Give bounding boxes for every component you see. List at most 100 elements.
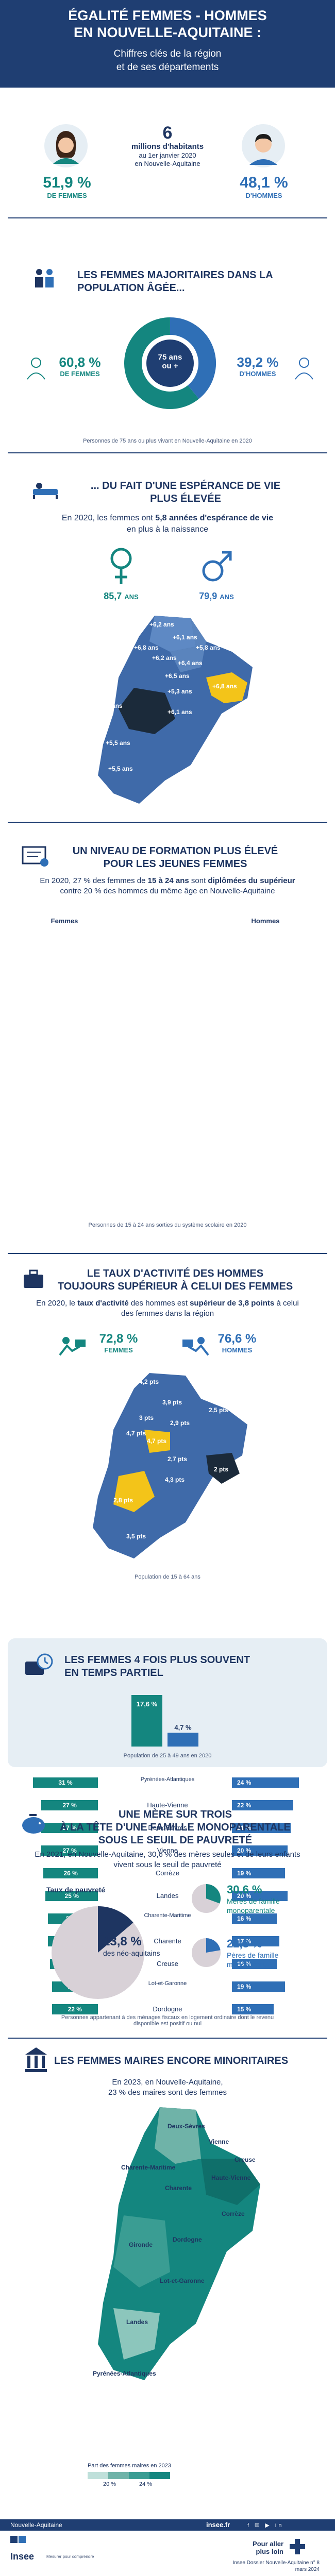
- map-label: Vienne: [209, 2138, 229, 2145]
- activity-men-value: 76,6 %: [217, 1332, 257, 1346]
- map-label: 4,7 pts: [126, 1430, 146, 1437]
- female-symbol-icon: [110, 548, 132, 584]
- part-time-note: Population de 25 à 49 ans en 2020: [123, 1753, 212, 1759]
- department-name: Deux-Sèvres: [148, 1824, 187, 1832]
- footer-reference: Insee Dossier Nouvelle-Aquitaine n° 8 ma…: [206, 2560, 320, 2573]
- elderly-title: LES FEMMES MAJORITAIRES DANS LA POPULATI…: [77, 269, 304, 295]
- elderly-women-value: 60,8 %: [59, 354, 101, 370]
- poverty-mothers-slice: [206, 1884, 221, 1904]
- population-total-block: 6 millions d'habitants au 1er janvier 20…: [116, 124, 219, 168]
- men-life-unit: ANS: [220, 593, 234, 601]
- map-label: Deux-Sèvres: [167, 2123, 205, 2130]
- men-bar: 16 %: [232, 1913, 277, 1924]
- women-share-value: 51,9 %: [43, 174, 91, 191]
- mayors-text: En 2023, en Nouvelle-Aquitaine, 23 % des…: [31, 2077, 304, 2098]
- page-title: ÉGALITÉ FEMMES - HOMMES EN NOUVELLE-AQUI…: [0, 7, 335, 41]
- poverty-mothers-chart: [192, 1884, 221, 1913]
- act-text-bold2: supérieur de 3,8 points: [190, 1299, 275, 1308]
- page-subtitle: Chiffres clés de la région et de ses dép…: [0, 47, 335, 74]
- women-bar: 27 %: [41, 1845, 98, 1856]
- male-symbol-icon: [202, 551, 232, 582]
- map-label: 4,7 pts: [147, 1437, 167, 1445]
- life-expectancy-title-line-1: ... DU FAIT D'UNE ESPÉRANCE DE VIE: [90, 480, 281, 492]
- table-row: 27 % Haute-Vienne 22 %: [31, 1800, 304, 1811]
- map-label: Creuse: [234, 2156, 256, 2163]
- map-label: +6,1 ans: [173, 634, 197, 641]
- map-label: +6,8 ans: [212, 683, 237, 690]
- briefcase-icon: [24, 1269, 43, 1288]
- poverty-overall-label: des néo-aquitains: [103, 1949, 160, 1957]
- edu-text-post: contre 20 % des hommes du même âge en No…: [60, 887, 275, 895]
- elderly-woman-icon: [27, 358, 45, 380]
- subtitle-line-2: et de ses départements: [116, 62, 219, 73]
- part-time-men-value: 4,7 %: [174, 1723, 192, 1731]
- population-section: 6 millions d'habitants au 1er janvier 20…: [0, 88, 335, 211]
- donut-women-slice: [124, 317, 199, 409]
- footer-region-bar: Nouvelle-Aquitaine: [0, 2519, 335, 2531]
- map-label: Pyrénées-Atlantiques: [93, 2370, 156, 2377]
- social-icons[interactable]: f ✉ ▶ in: [247, 2522, 284, 2529]
- activity-men-block: 76,6 % HOMMES: [211, 1332, 263, 1354]
- map-label: Corrèze: [222, 2210, 245, 2217]
- poverty-mothers-label: Mères de famille monoparentale: [227, 1897, 280, 1914]
- men-bar: 20 %: [232, 1891, 288, 1901]
- women-bar: 25 %: [45, 1891, 98, 1901]
- activity-text: En 2020, le taux d'activité des hommes e…: [36, 1298, 299, 1319]
- elderly-women-label: DE FEMMES: [60, 370, 100, 378]
- footer-reference-line-2: mars 2024: [295, 2567, 320, 2572]
- life-text-bold: 5,8 années d'espérance de vie: [155, 514, 274, 522]
- map-label: 2,5 pts: [209, 1406, 229, 1414]
- map-label: 3 pts: [139, 1414, 154, 1421]
- map-label: 4,2 pts: [139, 1378, 159, 1385]
- poverty-mothers-value: 30,6 %: [227, 1883, 262, 1896]
- header-banner: ÉGALITÉ FEMMES - HOMMES EN NOUVELLE-AQUI…: [0, 0, 335, 88]
- part-time-title: LES FEMMES 4 FOIS PLUS SOUVENT EN TEMPS …: [64, 1654, 301, 1680]
- map-label: 2,7 pts: [167, 1455, 188, 1463]
- section-divider: [8, 217, 327, 218]
- elderly-section: LES FEMMES MAJORITAIRES DANS LA POPULATI…: [0, 222, 335, 453]
- man-avatar-icon: [242, 124, 285, 167]
- department-name: Haute-Vienne: [147, 1801, 188, 1809]
- act-text-bold1: taux d'activité: [77, 1299, 129, 1308]
- table-row: 27 % Deux-Sèvres 21 %: [31, 1822, 304, 1834]
- elderly-women-block: 60,8 % DE FEMMES: [49, 354, 111, 378]
- mayors-legend-scale: [88, 2472, 191, 2479]
- section-divider: [8, 822, 327, 823]
- activity-women-value: 72,8 %: [99, 1332, 138, 1346]
- men-bar: 16 %: [232, 1959, 277, 1969]
- insee-logo-text: Insee: [10, 2551, 35, 2562]
- department-name: Pyrénées-Atlantiques: [140, 1776, 195, 1783]
- more-info-link[interactable]: Pour aller plus loin: [247, 2540, 283, 2555]
- map-label: +6,1 ans: [167, 708, 192, 716]
- footer-site-link[interactable]: insee.fr: [206, 2521, 230, 2529]
- insee-logo-caption: Mesurer pour comprendre: [46, 2554, 94, 2559]
- department-name: Charente: [154, 1937, 181, 1945]
- donut-center-line-2: ou +: [162, 362, 178, 370]
- plus-icon[interactable]: [289, 2538, 306, 2555]
- poverty-overall-block: 13,8 % des néo-aquitains: [103, 1935, 175, 1957]
- map-label: +5,3 ans: [167, 688, 192, 695]
- map-label: Haute-Vienne: [211, 2174, 251, 2181]
- people-icon: [35, 269, 54, 287]
- poverty-rate-label: Taux de pauvreté: [46, 1886, 106, 1894]
- map-label: 2,9 pts: [170, 1419, 190, 1427]
- poverty-note: Personnes appartenant à des ménages fisc…: [0, 2014, 335, 2027]
- department-name: Landes: [156, 1892, 179, 1900]
- men-bar: 24 %: [232, 1777, 299, 1788]
- women-bar: 31 %: [33, 1777, 98, 1788]
- map-label: Landes: [126, 2318, 148, 2326]
- section-divider: [8, 1253, 327, 1254]
- poverty-note-line-2: disponible est positif ou nul: [133, 2021, 202, 2027]
- poverty-section: UNE MÈRE SUR TROIS À LA TÊTE D'UNE FAMIL…: [0, 1772, 335, 2035]
- map-label: +5,5 ans: [108, 765, 133, 772]
- activity-map-labels: 4,2 pts 3,9 pts 2,5 pts 3 pts 2,9 pts 4,7 pts…: [82, 1368, 258, 1564]
- map-label: Lot-et-Garonne: [160, 2277, 205, 2284]
- men-bar: 21 %: [232, 1823, 291, 1833]
- elderly-man-icon: [295, 358, 313, 380]
- title-line-2: EN NOUVELLE-AQUITAINE :: [74, 25, 261, 40]
- map-label: +6,2 ans: [149, 621, 174, 628]
- act-text-mid: des hommes est: [128, 1299, 190, 1308]
- woman-working-icon: [59, 1337, 86, 1356]
- map-label: Charente-Maritime: [121, 2164, 176, 2171]
- men-bar: 22 %: [232, 1800, 294, 1810]
